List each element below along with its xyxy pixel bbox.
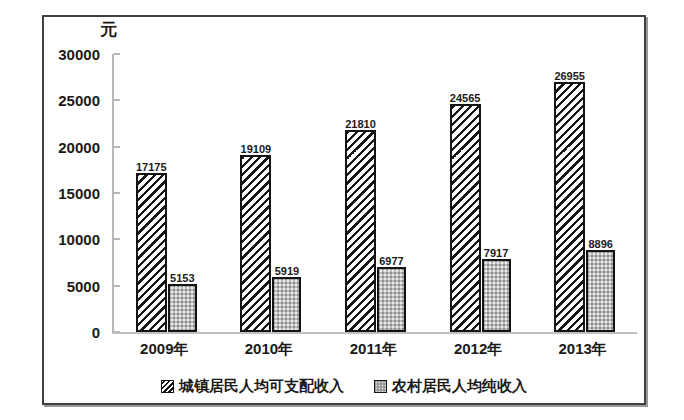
bar-group: 269558896 [532,54,637,332]
legend-item: 农村居民人均纯收入 [374,377,527,396]
bar-urban: 24565 [450,104,481,332]
y-tick-label: 30000 [58,46,100,63]
chart-frame: 元 300002500020000150001000050000 1717551… [42,15,646,405]
legend-swatch-dots-icon [374,380,387,393]
x-axis-labels: 2009年2010年2011年2012年2013年 [112,340,635,359]
bar-value-label: 21810 [345,118,376,130]
bar-value-label: 24565 [450,92,481,104]
bar-rural: 8896 [586,250,615,332]
bar-group: 191095919 [219,54,324,332]
bar-group: 171755153 [114,54,219,332]
legend-label: 城镇居民人均可支配收入 [179,377,344,396]
bar-rural: 5153 [168,284,197,332]
legend-item: 城镇居民人均可支配收入 [161,377,344,396]
bar-value-label: 5153 [170,272,194,284]
bar-value-label: 5919 [275,265,299,277]
bar-rural: 6977 [377,267,406,332]
y-tick-label: 10000 [58,231,100,248]
screenshot-canvas: 元 300002500020000150001000050000 1717551… [0,0,684,420]
bar-rural: 5919 [272,277,301,332]
x-tick-label: 2011年 [321,340,426,359]
bar-value-label: 17175 [136,161,167,173]
y-tick-label: 25000 [58,92,100,109]
x-tick-label: 2009年 [112,340,217,359]
plot-area: 1717551531910959192181069772456579172695… [112,54,637,334]
y-tick-label: 5000 [67,277,100,294]
y-axis-labels: 300002500020000150001000050000 [44,54,100,332]
legend-label: 农村居民人均纯收入 [392,377,527,396]
x-tick-label: 2010年 [217,340,322,359]
y-tick-label: 0 [92,324,100,341]
bar-value-label: 6977 [379,255,403,267]
bar-urban: 21810 [345,130,376,332]
y-axis-unit-label: 元 [100,18,117,41]
y-tick-label: 20000 [58,138,100,155]
chart-legend: 城镇居民人均可支配收入 农村居民人均纯收入 [44,377,644,396]
bar-urban: 19109 [240,155,271,332]
bar-value-label: 19109 [241,143,272,155]
y-tick-label: 15000 [58,185,100,202]
bar-value-label: 7917 [484,247,508,259]
bar-urban: 26955 [554,82,585,332]
legend-swatch-hatch-icon [161,380,174,393]
bar-rural: 7917 [482,259,511,332]
x-tick-label: 2013年 [530,340,635,359]
bar-value-label: 26955 [554,70,585,82]
bar-value-label: 8896 [588,238,612,250]
bar-group: 245657917 [428,54,533,332]
bar-urban: 17175 [136,173,167,332]
bar-group: 218106977 [323,54,428,332]
x-tick-label: 2012年 [426,340,531,359]
